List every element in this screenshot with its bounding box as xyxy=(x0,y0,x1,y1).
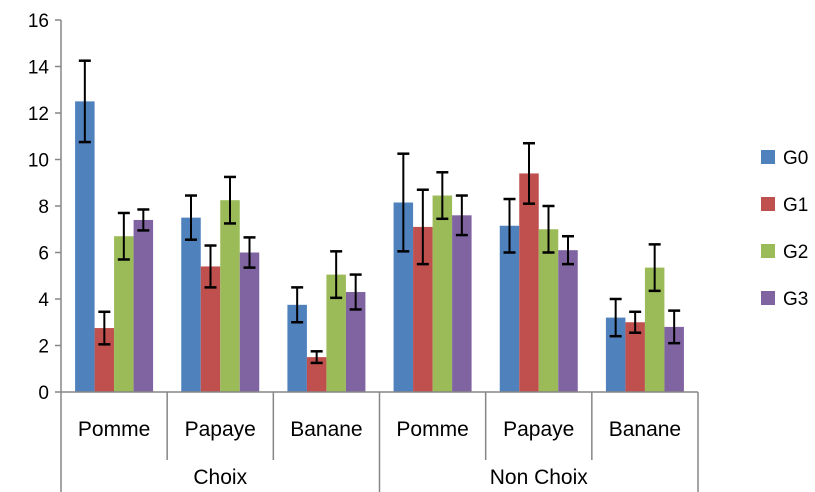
x-category-label: Pomme xyxy=(78,418,150,441)
bar-G1-3 xyxy=(413,226,433,392)
bar-G2-2 xyxy=(326,274,346,392)
legend-item-G0: G0 xyxy=(761,148,808,169)
error-bar-G3-0 xyxy=(137,208,150,232)
bar-G2-4 xyxy=(538,229,559,392)
bar-G3-4 xyxy=(558,250,578,392)
legend-item-G1: G1 xyxy=(761,195,808,216)
bar-G2-1 xyxy=(220,200,240,392)
y-tick-label: 14 xyxy=(28,58,50,79)
error-bar-G0-3 xyxy=(397,152,410,253)
legend: G0 G1 G2 G3 xyxy=(761,148,808,310)
error-bar-G1-0 xyxy=(98,310,111,346)
axes-layer xyxy=(55,19,699,492)
x-category-label: Pomme xyxy=(396,418,468,441)
bar-G0-0 xyxy=(75,101,95,392)
bar-G0-2 xyxy=(287,304,307,392)
error-bar-G3-1 xyxy=(243,236,256,269)
bar-G2-0 xyxy=(114,236,134,392)
error-bar-G2-1 xyxy=(224,175,236,225)
labels-layer: 0 2 4 6 8 10 12 14 16 Pomme Papaye Banane Pomme Papay… xyxy=(28,11,681,489)
y-tick-label: 0 xyxy=(38,383,49,404)
legend-label: G3 xyxy=(783,289,808,310)
x-category-label: Papaye xyxy=(503,418,574,441)
bar-G2-3 xyxy=(432,195,453,392)
bar-G1-2 xyxy=(306,357,327,392)
error-bar-G0-5 xyxy=(609,297,622,338)
y-tick-label: 16 xyxy=(28,11,49,32)
error-bar-G2-5 xyxy=(648,243,661,293)
y-tick-label: 12 xyxy=(28,104,49,125)
error-bar-G0-4 xyxy=(503,197,516,254)
error-bar-G0-1 xyxy=(185,194,197,241)
bar-G0-3 xyxy=(393,202,414,392)
bar-G0-4 xyxy=(499,225,520,392)
x-category-label: Papaye xyxy=(185,418,256,441)
error-bar-G0-0 xyxy=(78,59,91,144)
error-bar-G1-1 xyxy=(204,244,217,289)
legend-label: G1 xyxy=(783,195,808,216)
legend-item-G3: G3 xyxy=(761,289,808,310)
error-bar-G2-2 xyxy=(330,250,343,300)
legend-item-G2: G2 xyxy=(761,242,808,263)
error-bar-G1-2 xyxy=(310,350,323,365)
y-tick-label: 6 xyxy=(38,244,49,265)
x-category-label: Banane xyxy=(609,418,681,441)
bar-G2-5 xyxy=(644,267,665,392)
y-tick-label: 10 xyxy=(28,151,49,172)
error-bar-G2-0 xyxy=(117,211,130,261)
legend-swatch xyxy=(761,197,775,211)
y-tick-label: 2 xyxy=(38,337,49,358)
x-category-label: Banane xyxy=(290,418,362,441)
error-bar-G1-4 xyxy=(523,141,535,205)
error-bar-G1-5 xyxy=(629,310,642,334)
bar-G0-1 xyxy=(181,217,201,392)
bars-layer xyxy=(75,101,684,392)
error-bars-layer xyxy=(78,59,681,365)
error-bar-G3-5 xyxy=(668,309,681,345)
legend-swatch xyxy=(761,150,775,164)
x-group-label: Choix xyxy=(193,466,247,489)
y-tick-label: 4 xyxy=(38,290,49,311)
legend-swatch xyxy=(761,291,775,305)
legend-label: G0 xyxy=(783,148,808,169)
bar-G1-4 xyxy=(519,173,539,392)
bar-G3-1 xyxy=(239,252,260,392)
y-tick-label: 8 xyxy=(38,197,49,218)
x-group-label: Non Choix xyxy=(490,466,589,489)
error-bar-G3-4 xyxy=(562,234,574,266)
legend-label: G2 xyxy=(783,242,808,263)
error-bar-G3-2 xyxy=(349,273,362,311)
bar-G1-1 xyxy=(200,266,221,392)
error-bar-G3-3 xyxy=(455,194,468,237)
error-bar-G1-3 xyxy=(416,188,429,266)
legend-swatch xyxy=(761,244,775,258)
error-bar-G0-2 xyxy=(291,286,304,324)
bar-G1-5 xyxy=(625,322,645,392)
error-bar-G2-3 xyxy=(436,171,449,221)
bar-G3-2 xyxy=(345,292,366,392)
bar-G3-0 xyxy=(133,219,154,392)
bar-G3-3 xyxy=(452,215,472,392)
error-bar-G2-4 xyxy=(542,204,555,254)
